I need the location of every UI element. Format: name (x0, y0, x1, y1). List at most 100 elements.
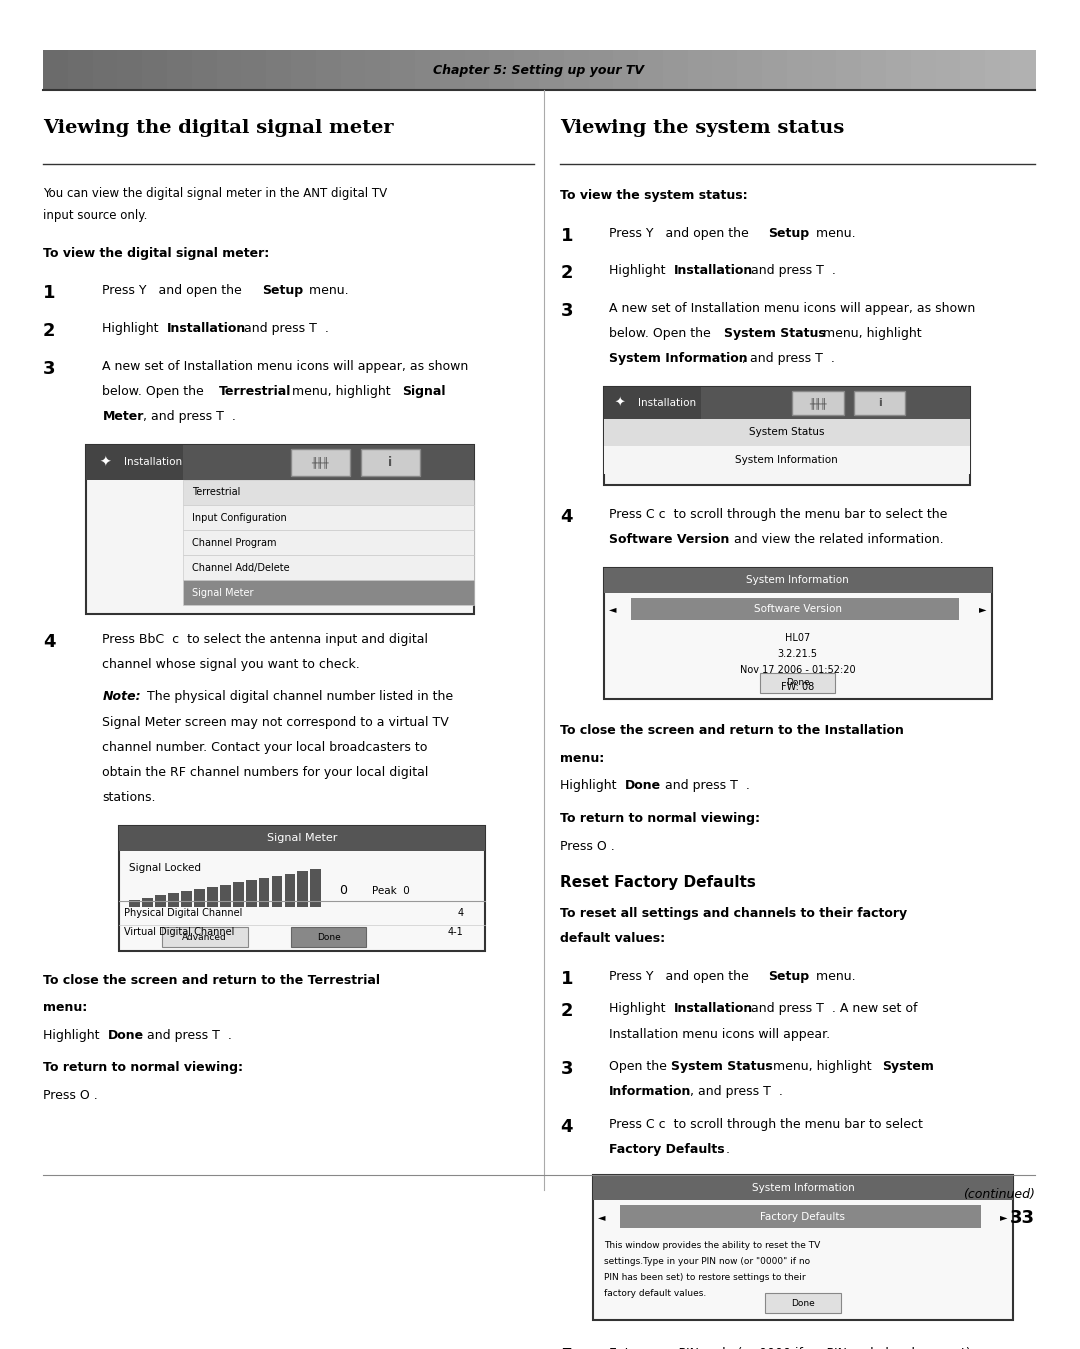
Text: i: i (388, 456, 392, 469)
Text: obtain the RF channel numbers for your local digital: obtain the RF channel numbers for your l… (103, 766, 429, 778)
Text: and press T  .: and press T . (747, 264, 836, 278)
FancyBboxPatch shape (118, 50, 144, 90)
Text: Done: Done (108, 1029, 144, 1041)
Text: This window provides the ability to reset the TV: This window provides the ability to rese… (604, 1241, 820, 1249)
Text: A new set of Installation menu icons will appear, as shown: A new set of Installation menu icons wil… (103, 360, 469, 372)
Text: 3.2.21.5: 3.2.21.5 (778, 649, 818, 660)
Text: default values:: default values: (561, 932, 665, 946)
FancyBboxPatch shape (242, 50, 268, 90)
Text: To close the screen and return to the Installation: To close the screen and return to the In… (561, 724, 904, 738)
Text: Installation: Installation (674, 1002, 753, 1016)
Text: Enter your PIN code (or 0000 if no PIN code has been set).: Enter your PIN code (or 0000 if no PIN c… (609, 1348, 975, 1349)
Text: ✦: ✦ (99, 456, 111, 469)
FancyBboxPatch shape (168, 893, 179, 908)
FancyBboxPatch shape (415, 50, 441, 90)
FancyBboxPatch shape (143, 897, 153, 908)
FancyBboxPatch shape (1010, 50, 1036, 90)
Text: below. Open the: below. Open the (103, 384, 208, 398)
Text: System Status: System Status (725, 326, 826, 340)
Text: PIN has been set) to restore settings to their: PIN has been set) to restore settings to… (604, 1273, 806, 1282)
FancyBboxPatch shape (593, 1175, 1013, 1319)
FancyBboxPatch shape (631, 598, 959, 621)
FancyBboxPatch shape (663, 50, 689, 90)
Text: Installation menu icons will appear.: Installation menu icons will appear. (609, 1028, 831, 1040)
Text: .: . (726, 1143, 729, 1156)
FancyBboxPatch shape (361, 449, 420, 476)
Text: Factory Defaults: Factory Defaults (760, 1211, 846, 1222)
Text: The physical digital channel number listed in the: The physical digital channel number list… (144, 691, 454, 703)
FancyBboxPatch shape (604, 568, 991, 699)
FancyBboxPatch shape (86, 445, 184, 480)
Text: (continued): (continued) (963, 1188, 1035, 1201)
FancyBboxPatch shape (93, 50, 119, 90)
Text: To close the screen and return to the Terrestrial: To close the screen and return to the Te… (43, 974, 380, 986)
FancyBboxPatch shape (593, 1175, 1013, 1201)
FancyBboxPatch shape (291, 449, 350, 476)
Text: 4-1: 4-1 (448, 927, 463, 938)
Text: ╫╫╫: ╫╫╫ (809, 397, 827, 409)
Text: 33: 33 (1010, 1209, 1035, 1228)
Text: Highlight: Highlight (561, 780, 621, 792)
FancyBboxPatch shape (811, 50, 837, 90)
Text: 1: 1 (43, 285, 55, 302)
Text: A new set of Installation menu icons will appear, as shown: A new set of Installation menu icons wil… (609, 302, 975, 316)
Text: 3: 3 (561, 302, 573, 320)
FancyBboxPatch shape (162, 927, 248, 947)
FancyBboxPatch shape (156, 896, 166, 908)
FancyBboxPatch shape (143, 50, 168, 90)
FancyBboxPatch shape (604, 387, 701, 418)
Text: Done: Done (792, 1299, 815, 1307)
FancyBboxPatch shape (853, 391, 905, 414)
Text: ╫╫╫: ╫╫╫ (311, 456, 329, 468)
Text: System Information: System Information (609, 352, 747, 366)
Text: Information: Information (609, 1085, 691, 1098)
Text: System Information: System Information (746, 575, 849, 585)
Text: Press C c  to scroll through the menu bar to select the: Press C c to scroll through the menu bar… (609, 507, 947, 521)
Text: System Status: System Status (672, 1060, 773, 1072)
Text: Channel Program: Channel Program (192, 538, 276, 548)
Text: Done: Done (625, 780, 661, 792)
FancyBboxPatch shape (604, 387, 970, 484)
FancyBboxPatch shape (68, 50, 94, 90)
Text: Note:: Note: (103, 691, 141, 703)
Text: channel whose signal you want to check.: channel whose signal you want to check. (103, 658, 360, 670)
Text: FW: 08: FW: 08 (781, 681, 814, 692)
FancyBboxPatch shape (192, 50, 218, 90)
Text: Installation: Installation (638, 398, 697, 407)
Text: stations.: stations. (103, 791, 156, 804)
Text: Highlight: Highlight (43, 1029, 104, 1041)
FancyBboxPatch shape (793, 391, 843, 414)
Text: Software Version: Software Version (754, 604, 841, 614)
Text: Highlight: Highlight (609, 1002, 670, 1016)
FancyBboxPatch shape (207, 886, 218, 908)
Text: and press T  .: and press T . (144, 1029, 232, 1041)
Text: Setup: Setup (769, 970, 810, 983)
Text: i: i (878, 398, 881, 407)
FancyBboxPatch shape (340, 50, 366, 90)
Text: Press O .: Press O . (43, 1089, 98, 1102)
Text: System Information: System Information (752, 1183, 854, 1193)
Text: menu, highlight: menu, highlight (819, 326, 922, 340)
FancyBboxPatch shape (220, 885, 231, 908)
FancyBboxPatch shape (267, 50, 292, 90)
Text: Press BbC  c  to select the antenna input and digital: Press BbC c to select the antenna input … (103, 633, 429, 646)
Text: menu.: menu. (811, 227, 855, 240)
Text: Reset Factory Defaults: Reset Factory Defaults (561, 874, 756, 889)
FancyBboxPatch shape (315, 50, 341, 90)
Text: Signal Locked: Signal Locked (130, 863, 201, 873)
Text: Press C c  to scroll through the menu bar to select: Press C c to scroll through the menu bar… (609, 1118, 922, 1130)
FancyBboxPatch shape (246, 880, 257, 908)
FancyBboxPatch shape (688, 50, 714, 90)
Text: Installation: Installation (167, 322, 246, 335)
FancyBboxPatch shape (43, 50, 69, 90)
FancyBboxPatch shape (604, 387, 970, 418)
FancyBboxPatch shape (181, 892, 192, 908)
Text: System Status: System Status (750, 428, 824, 437)
Text: To return to normal viewing:: To return to normal viewing: (561, 812, 760, 826)
Text: 2: 2 (561, 1002, 573, 1020)
Text: , and press T  .: , and press T . (690, 1085, 783, 1098)
Text: Installation: Installation (674, 264, 753, 278)
Text: Viewing the system status: Viewing the system status (561, 119, 845, 138)
FancyBboxPatch shape (935, 50, 961, 90)
Text: HL07: HL07 (785, 633, 810, 643)
